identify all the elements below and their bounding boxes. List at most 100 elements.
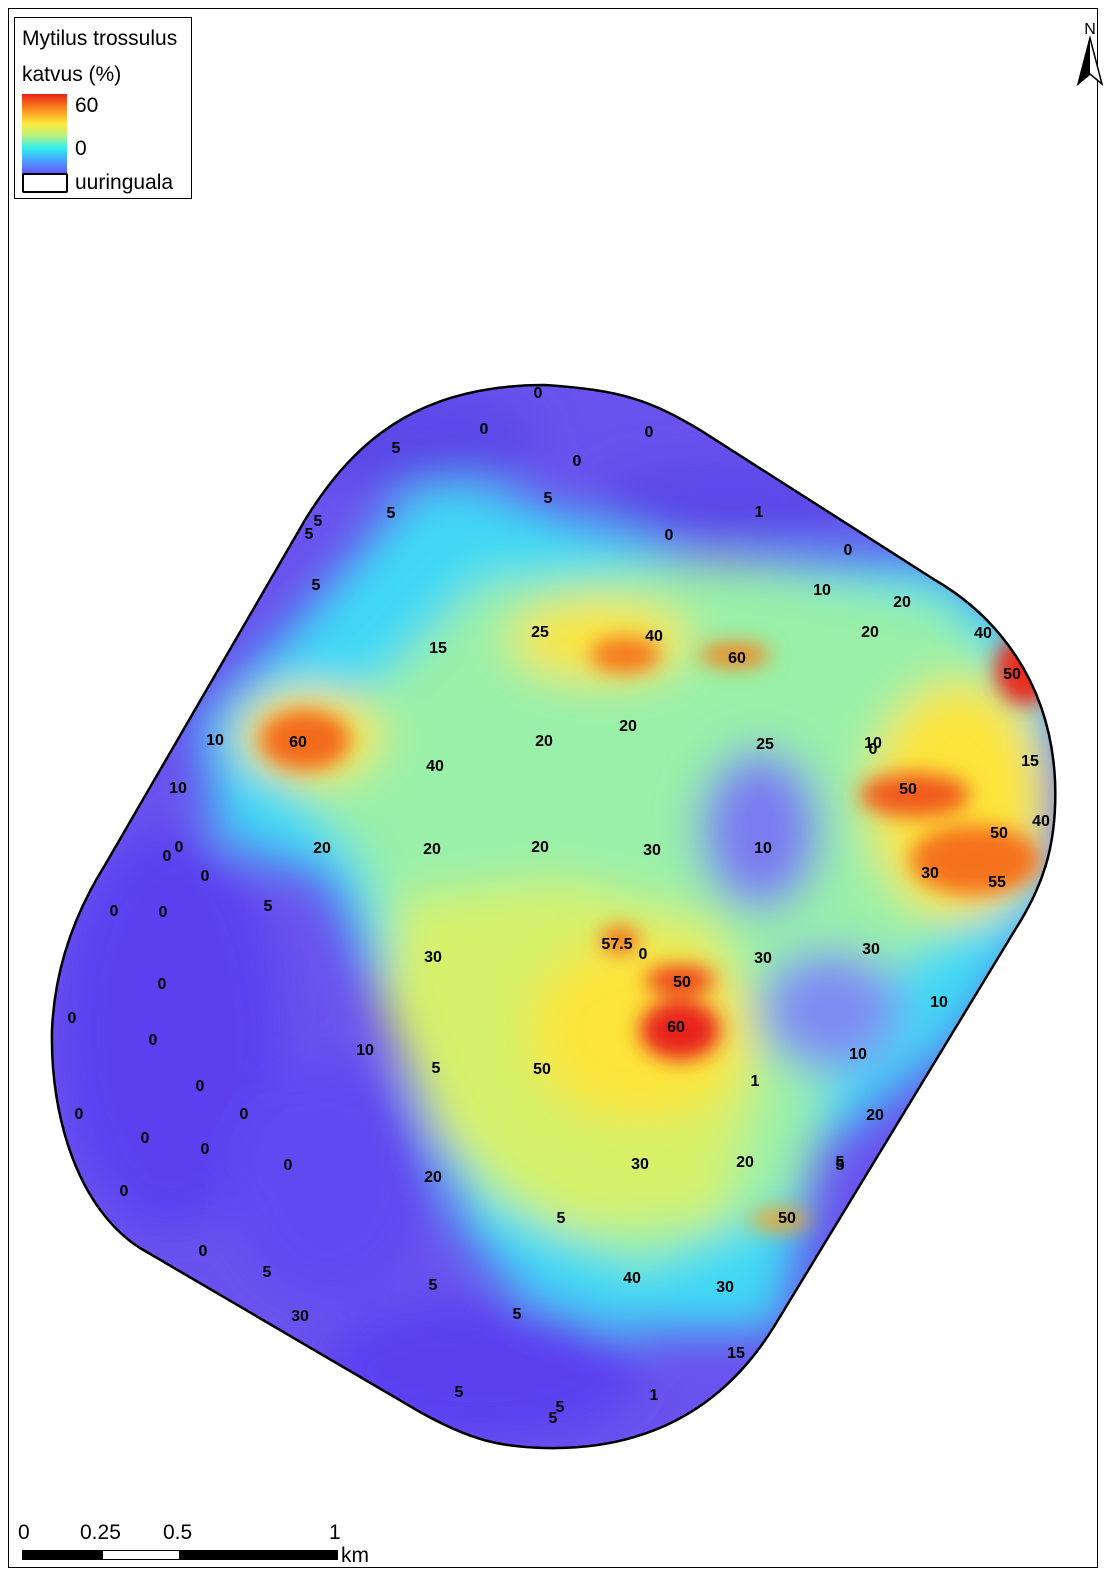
sample-point-label: 0 [110,903,119,920]
scale-unit: km [341,1544,369,1567]
sample-point-label: 5 [312,577,321,594]
sample-point-label: 30 [643,842,661,859]
sample-point-label: 20 [531,839,549,856]
sample-point-label: 60 [667,1019,685,1036]
sample-point-label: 40 [645,628,663,645]
sample-point-label: 0 [120,1183,129,1200]
sample-point-label: 10 [864,735,882,752]
sample-point-label: 0 [163,848,172,865]
sample-point-label: 10 [206,732,224,749]
sample-point-label: 30 [291,1308,309,1325]
sample-point-label: 50 [990,825,1008,842]
sample-point-label: 40 [1032,813,1050,830]
sample-point-label: 15 [727,1345,745,1362]
legend-area-swatch [22,173,68,193]
sample-point-label: 10 [754,840,772,857]
sample-point-label: 1 [751,1073,760,1090]
sample-point-label: 50 [1003,666,1021,683]
legend-area-label: uuringuala [75,171,174,194]
sample-point-label: 20 [423,841,441,858]
sample-point-label: 5 [836,1154,845,1171]
sample-point-label: 50 [533,1061,551,1078]
sample-point-label: 10 [813,582,831,599]
scale-label-1: 1 [329,1521,341,1544]
sample-point-label: 0 [240,1106,249,1123]
sample-point-label: 0 [573,453,582,470]
sample-point-label: 0 [869,741,878,758]
sample-point-label: 0 [665,527,674,544]
raster-layer [51,385,1056,1449]
legend-title-line2: katvus (%) [22,63,122,86]
sample-point-label: 0 [645,424,654,441]
scale-segment-3 [180,1550,338,1560]
sample-point-label: 20 [424,1169,442,1186]
sample-point-label: 20 [736,1154,754,1171]
sample-point-label: 20 [535,733,553,750]
sample-point-label: 0 [201,1141,210,1158]
map-frame [8,8,1098,1568]
sample-point-label: 20 [866,1107,884,1124]
scale-segment-1 [22,1550,102,1560]
legend: Mytilus trossulus katvus (%) 60 0 uuring… [14,17,192,199]
sample-point-label: 5 [836,1157,845,1174]
north-arrow-icon: N [1076,21,1104,87]
sample-point-label: 0 [284,1157,293,1174]
scale-label-025: 0.25 [80,1521,121,1544]
survey-area-outline [50,383,1057,1450]
legend-min-label: 0 [75,137,87,160]
sample-point-label: 5 [549,1410,558,1427]
sample-point-label: 0 [844,542,853,559]
sample-point-label: 0 [141,1130,150,1147]
sample-point-label: 0 [480,421,489,438]
sample-point-label: 1 [650,1387,659,1404]
sample-point-label: 0 [68,1010,77,1027]
sample-point-label: 0 [175,839,184,856]
sample-point-label: 0 [639,946,648,963]
sample-point-label: 40 [623,1270,641,1287]
sample-point-label: 30 [862,941,880,958]
sample-point-label: 1 [755,504,764,521]
scale-segment-2 [102,1550,180,1560]
sample-point-label: 60 [728,650,746,667]
sample-point-label: 15 [1021,753,1039,770]
sample-point-label: 5 [263,1264,272,1281]
legend-max-label: 60 [75,94,99,117]
sample-point-label: 5 [387,505,396,522]
sample-point-label: 5 [455,1384,464,1401]
sample-point-label: 10 [169,780,187,797]
sample-point-label: 40 [426,758,444,775]
sample-point-label: 20 [313,840,331,857]
north-label: N [1084,21,1096,38]
sample-point-label: 5 [314,513,323,530]
sample-point-label: 25 [531,624,549,641]
sample-point-label: 30 [754,950,772,967]
sample-point-label: 5 [432,1060,441,1077]
sample-point-label: 0 [534,385,543,402]
sample-point-label: 15 [429,640,447,657]
sample-point-label: 57.5 [601,936,632,953]
sample-point-label: 50 [673,974,691,991]
sample-point-label: 10 [930,994,948,1011]
sample-point-label: 0 [199,1243,208,1260]
sample-point-label: 0 [196,1078,205,1095]
sample-point-label: 30 [921,865,939,882]
sample-point-label: 30 [631,1156,649,1173]
sample-point-label: 60 [289,734,307,751]
sample-point-label: 5 [557,1210,566,1227]
sample-point-label: 10 [356,1042,374,1059]
sample-point-label: 55 [988,874,1006,891]
sample-point-label: 5 [429,1277,438,1294]
sample-point-label: 30 [424,949,442,966]
sample-point-label: 0 [201,868,210,885]
sample-point-label: 10 [849,1046,867,1063]
sample-point-label: 50 [899,781,917,798]
sample-point-label: 30 [716,1279,734,1296]
sample-point-label: 5 [264,898,273,915]
sample-point-label: 25 [756,736,774,753]
sample-point-label: 0 [75,1106,84,1123]
legend-title-line1: Mytilus trossulus [22,27,178,50]
sample-point-label: 5 [513,1306,522,1323]
sample-point-label: 5 [556,1399,565,1416]
